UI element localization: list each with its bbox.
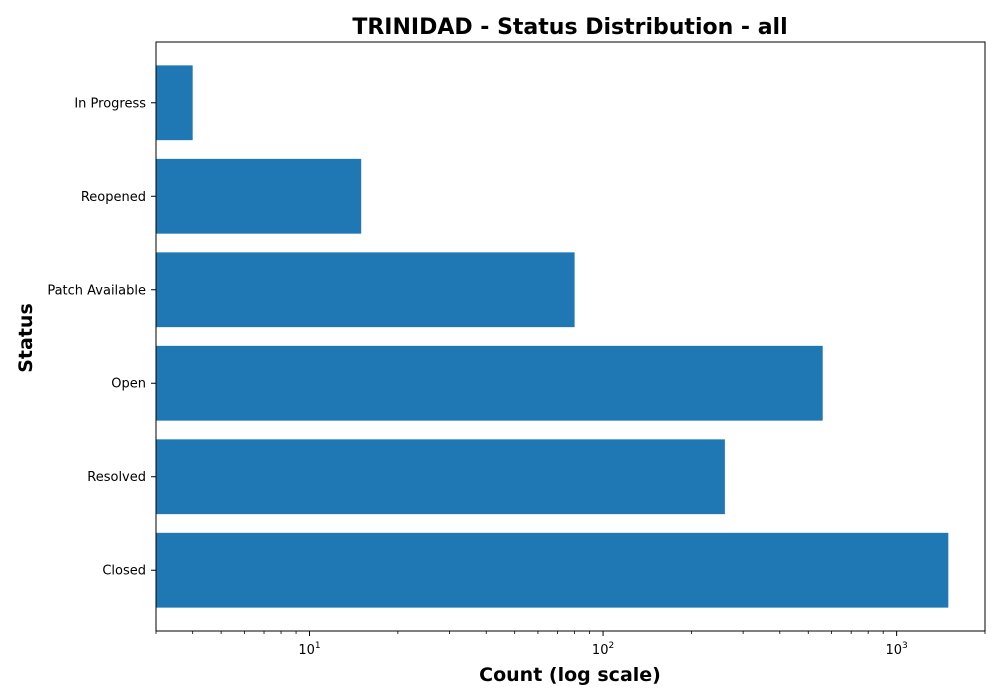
bar-reopened: [156, 158, 362, 234]
bar-closed: [156, 532, 949, 608]
y-tick-label-resolved: Resolved: [87, 470, 146, 485]
x-tick-label: 101: [298, 641, 320, 658]
chart-title: TRINIDAD - Status Distribution - all: [352, 15, 787, 40]
bar-resolved: [156, 439, 725, 515]
bars-group: [156, 65, 949, 608]
y-tick-label-reopened: Reopened: [81, 190, 146, 205]
bar-in-progress: [156, 65, 193, 141]
y-tick-label-in-progress: In Progress: [74, 96, 146, 111]
y-tick-label-closed: Closed: [102, 564, 146, 579]
y-axis: In Progress Reopened Patch Available Open Re…: [47, 96, 156, 579]
x-axis-label: Count (log scale): [479, 664, 661, 686]
y-tick-label-open: Open: [111, 377, 146, 392]
y-tick-label-patch-available: Patch Available: [47, 283, 146, 298]
x-tick-label: 103: [885, 641, 907, 658]
plot-frame: [155, 41, 986, 632]
x-axis: 101 102 103: [155, 631, 986, 658]
x-tick-label: 102: [592, 641, 614, 658]
y-axis-label: Status: [15, 303, 37, 373]
bar-patch-available: [156, 252, 575, 328]
bar-open: [156, 345, 823, 421]
